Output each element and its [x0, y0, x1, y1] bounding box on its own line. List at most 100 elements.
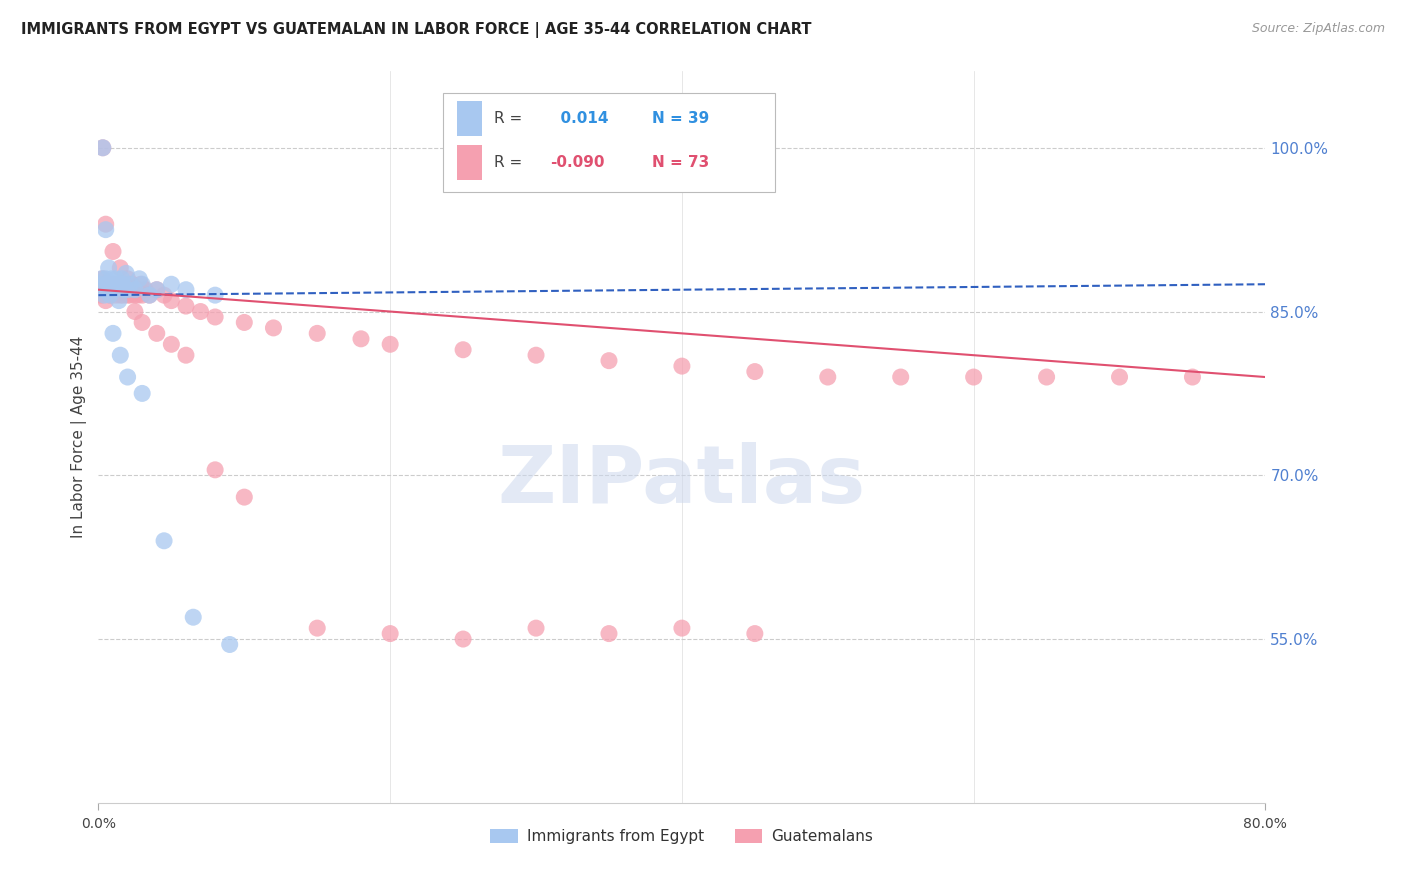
Text: R =: R =: [494, 155, 522, 170]
Point: [91, 272, 114, 286]
Point: [138, 288, 160, 302]
Point: [101, 277, 124, 292]
Point: [817, 370, 839, 384]
Point: [524, 348, 547, 362]
Point: [105, 277, 128, 292]
Point: [128, 283, 150, 297]
Point: [115, 277, 138, 292]
Point: [117, 288, 139, 302]
Point: [103, 283, 125, 297]
Point: [112, 288, 135, 302]
Point: [112, 277, 135, 292]
Point: [93, 288, 115, 302]
Point: [524, 621, 547, 635]
Point: [174, 283, 197, 297]
Point: [307, 621, 329, 635]
Point: [97, 260, 120, 275]
Point: [1035, 370, 1057, 384]
Point: [98, 288, 121, 302]
Point: [122, 283, 145, 297]
Point: [103, 283, 125, 297]
Point: [97, 283, 120, 297]
Point: [307, 326, 329, 341]
Text: R =: R =: [494, 111, 522, 126]
Point: [94, 293, 117, 308]
Point: [127, 288, 149, 302]
Point: [125, 283, 148, 297]
Point: [129, 277, 152, 292]
Point: [100, 272, 122, 286]
Point: [97, 283, 120, 297]
Point: [94, 217, 117, 231]
Point: [890, 370, 912, 384]
Point: [190, 304, 212, 318]
Point: [744, 365, 766, 379]
Point: [118, 283, 141, 297]
Point: [131, 386, 153, 401]
Point: [174, 299, 197, 313]
Point: [124, 283, 146, 297]
Point: [101, 244, 124, 259]
Point: [96, 277, 118, 292]
Point: [233, 315, 256, 329]
Point: [1181, 370, 1204, 384]
Point: [671, 359, 693, 373]
Point: [104, 272, 127, 286]
Text: N = 73: N = 73: [651, 155, 709, 170]
Text: ZIPatlas: ZIPatlas: [498, 442, 866, 520]
Point: [111, 283, 134, 297]
Point: [117, 272, 139, 286]
Text: 0.014: 0.014: [550, 111, 609, 126]
Y-axis label: In Labor Force | Age 35-44: In Labor Force | Age 35-44: [72, 336, 87, 538]
Point: [98, 288, 121, 302]
Point: [218, 638, 240, 652]
Point: [131, 288, 153, 302]
Point: [110, 288, 132, 302]
Point: [91, 283, 114, 297]
Point: [114, 283, 136, 297]
Bar: [457, 145, 482, 180]
Point: [181, 610, 204, 624]
Point: [111, 272, 134, 286]
Point: [380, 626, 402, 640]
Point: [204, 288, 226, 302]
Point: [160, 293, 183, 308]
Point: [101, 277, 124, 292]
Point: [89, 277, 111, 292]
Point: [146, 283, 169, 297]
Point: [204, 310, 226, 324]
Text: N = 39: N = 39: [651, 111, 709, 126]
Point: [128, 272, 150, 286]
Text: IMMIGRANTS FROM EGYPT VS GUATEMALAN IN LABOR FORCE | AGE 35-44 CORRELATION CHART: IMMIGRANTS FROM EGYPT VS GUATEMALAN IN L…: [21, 22, 811, 38]
Point: [94, 272, 117, 286]
Point: [138, 288, 160, 302]
Point: [1108, 370, 1130, 384]
Point: [146, 283, 169, 297]
Point: [350, 332, 373, 346]
FancyBboxPatch shape: [443, 94, 775, 192]
Point: [104, 288, 127, 302]
Point: [108, 283, 131, 297]
Point: [117, 370, 139, 384]
Point: [153, 288, 176, 302]
Text: -0.090: -0.090: [550, 155, 605, 170]
Point: [153, 533, 176, 548]
Point: [598, 353, 620, 368]
Point: [94, 222, 117, 236]
Point: [160, 337, 183, 351]
Point: [160, 277, 183, 292]
Point: [101, 326, 124, 341]
Point: [174, 348, 197, 362]
Point: [134, 283, 156, 297]
Point: [96, 277, 118, 292]
Point: [114, 283, 136, 297]
Point: [93, 277, 115, 292]
Point: [451, 343, 474, 357]
Text: Source: ZipAtlas.com: Source: ZipAtlas.com: [1251, 22, 1385, 36]
Point: [124, 288, 146, 302]
Legend: Immigrants from Egypt, Guatemalans: Immigrants from Egypt, Guatemalans: [484, 822, 880, 850]
Point: [121, 277, 143, 292]
Point: [105, 277, 128, 292]
Point: [131, 277, 153, 292]
Point: [380, 337, 402, 351]
